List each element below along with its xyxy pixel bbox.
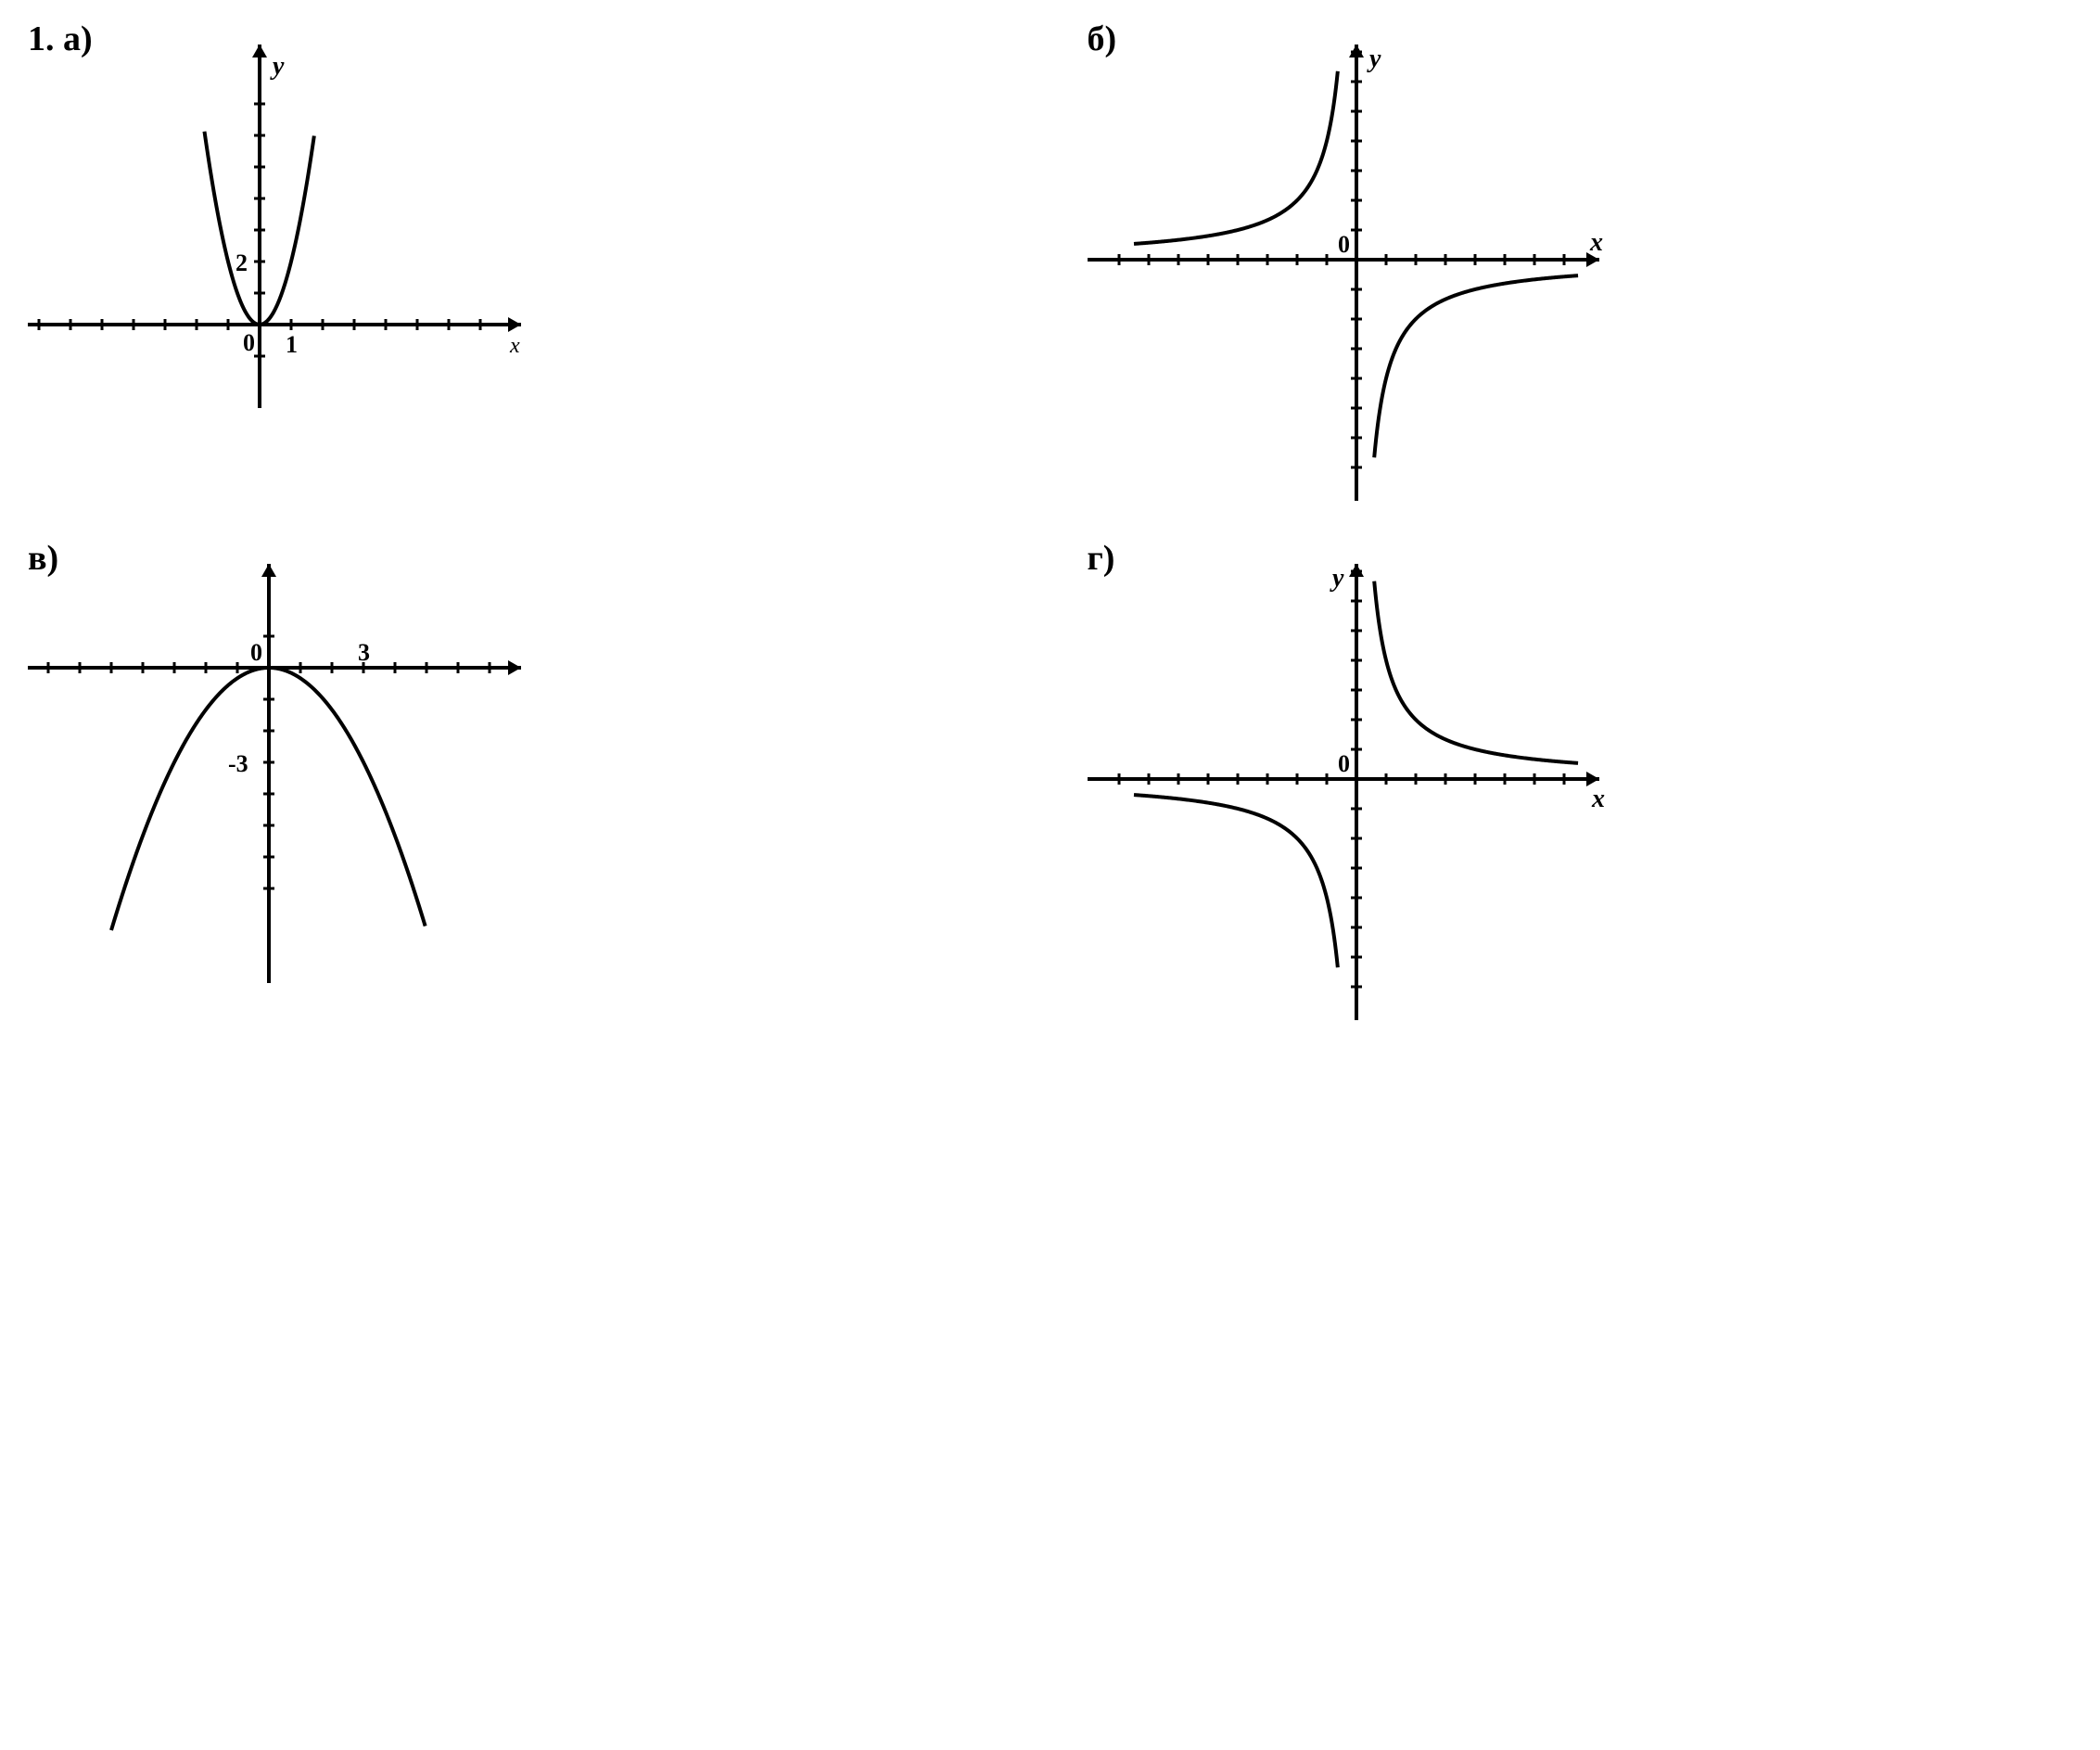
svg-text:2: 2 <box>235 249 248 276</box>
chart-d-cell: г) yx0 <box>1078 547 2082 1029</box>
chart-c-label: в) <box>28 538 58 579</box>
row-1: 1. а) yx012 б) yx0 <box>19 28 2081 510</box>
chart-a-label: 1. а) <box>28 19 93 59</box>
svg-text:0: 0 <box>250 639 262 666</box>
svg-text:3: 3 <box>358 639 370 666</box>
chart-c: 0 3 -3 <box>19 547 538 992</box>
chart-b-cell: б) yx0 <box>1078 28 2082 510</box>
chart-grid: 1. а) yx012 б) yx0 в) 03-3 г) <box>19 28 2081 1029</box>
chart-a: y x 0 1 2 <box>19 28 538 417</box>
chart-d-label: г) <box>1088 538 1115 579</box>
row-2: в) 03-3 г) yx0 <box>19 547 2081 1029</box>
svg-text:0: 0 <box>243 329 255 356</box>
part-a-label: а) <box>63 19 93 58</box>
problem-number: 1. <box>28 19 55 58</box>
svg-text:x: x <box>1591 785 1605 813</box>
svg-text:-3: -3 <box>228 750 248 777</box>
svg-text:y: y <box>1367 45 1381 73</box>
svg-text:y: y <box>270 52 285 81</box>
chart-a-cell: 1. а) yx012 <box>19 28 1023 510</box>
svg-text:1: 1 <box>286 331 298 358</box>
svg-text:0: 0 <box>1338 231 1350 258</box>
chart-d: y x 0 <box>1078 547 1616 1029</box>
chart-b-label: б) <box>1088 19 1117 59</box>
svg-text:y: y <box>1330 564 1344 593</box>
svg-text:x: x <box>509 334 520 358</box>
chart-c-cell: в) 03-3 <box>19 547 1023 1029</box>
svg-text:0: 0 <box>1338 750 1350 777</box>
svg-text:x: x <box>1589 228 1603 257</box>
chart-b: y x 0 <box>1078 28 1616 510</box>
